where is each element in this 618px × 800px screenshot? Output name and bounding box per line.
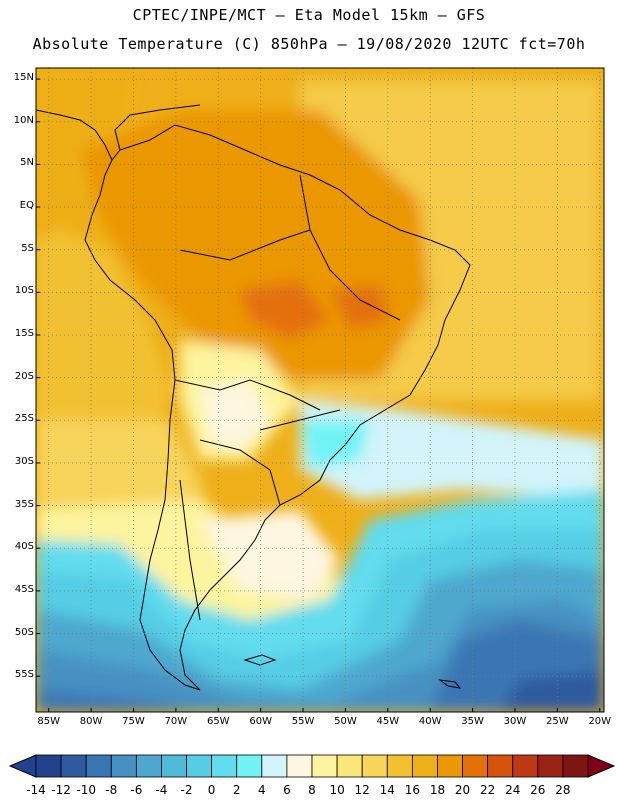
lat-label: 55S [14,669,34,681]
lon-label: 80W [79,716,103,727]
colorbar-segment [361,754,388,778]
colorbar-label: 20 [454,783,471,797]
colorbar-segment [386,754,413,778]
colorbar-segment [512,754,539,778]
lon-label: 85W [37,716,61,727]
colorbar-label: -6 [130,783,143,797]
colorbar-segment [211,754,238,778]
colorbar-label: -12 [51,783,71,797]
colorbar-segment [60,754,87,778]
colorbar-label: -14 [26,783,46,797]
lat-label: 15S [14,327,34,339]
colorbar-segment [135,754,162,778]
south-america-coast [84,124,471,691]
colorbar-label: 18 [429,783,446,797]
lat-label: 25S [14,413,34,425]
colorbar-label: 24 [505,783,521,797]
colorbar-label: 0 [207,783,216,797]
lat-label: 50S [14,626,34,638]
colorbar-label: 12 [354,783,370,797]
lon-label: 25W [546,716,569,727]
lat-label: 30S [14,455,34,467]
lat-label: 5S [21,242,34,254]
colorbar-label: 22 [479,783,496,797]
caribbean-coast [114,104,201,151]
colorbar-label: -10 [76,783,96,797]
colorbar-arrow-high [587,754,616,778]
colorbar-segment [161,754,187,778]
temperature-field [36,68,604,712]
colorbar-segment [85,754,112,778]
falklands-coast [243,654,277,666]
lat-label: 45S [14,583,34,595]
colorbar-label: -2 [180,783,193,797]
central-america-coast [36,109,113,161]
graticule [36,68,604,712]
colorbar-label: 4 [257,783,266,797]
lat-label: EQ [19,200,34,212]
colorbar-segment [286,754,313,778]
colorbar-segment [462,754,489,778]
lon-label: 20W [588,716,612,727]
colorbar-label: 2 [232,783,241,797]
lat-label: 15N [13,72,34,84]
colorbar-label: 26 [530,783,546,797]
lon-label: 55W [291,716,315,727]
lon-label: 50W [334,716,357,727]
colorbar-segment [487,754,514,778]
colorbar-label: -8 [105,783,118,797]
colorbar-arrow-low [8,754,37,778]
coastlines [36,104,471,691]
colorbar-segment [311,754,338,778]
lat-label: 35S [14,498,34,510]
colorbar-label: 28 [555,783,571,797]
lat-label: 20S [14,370,34,382]
lon-label: 60W [249,716,272,727]
lon-label: 30W [503,716,527,727]
colorbar-label: 6 [283,783,291,797]
colorbar-label: -4 [155,783,168,797]
colorbar-segment [411,754,438,778]
lat-label: 10N [13,114,34,126]
lat-label: 10S [14,285,34,297]
lon-label: 45W [376,716,400,727]
lat-label: 5N [20,157,34,169]
colorbar-label: 10 [329,783,345,797]
colorbar [8,754,616,778]
lon-label: 65W [206,716,230,727]
lon-label: 35W [461,716,484,727]
colorbar-segment [437,754,463,778]
lon-label: 40W [418,716,442,727]
colorbar-segment [261,754,288,778]
colorbar-label: 14 [379,783,395,797]
colorbar-label: 16 [404,783,420,797]
colorbar-segment [35,754,62,778]
lon-label: 70W [164,716,188,727]
colorbar-segment [236,754,263,778]
colorbar-label: 8 [308,783,316,797]
lat-label: 40S [14,541,34,553]
colorbar-segment [537,754,564,778]
colorbar-segment [186,754,213,778]
lon-label: 75W [122,716,145,727]
colorbar-segment [562,754,589,778]
chart-subtitle: Absolute Temperature (C) 850hPa – 19/08/… [32,35,586,53]
chart-title: CPTEC/INPE/MCT – Eta Model 15km – GFS [132,6,486,24]
axis-ticks [36,78,601,712]
colorbar-segment [336,754,363,778]
colorbar-segment [110,754,137,778]
map-frame [35,67,605,713]
